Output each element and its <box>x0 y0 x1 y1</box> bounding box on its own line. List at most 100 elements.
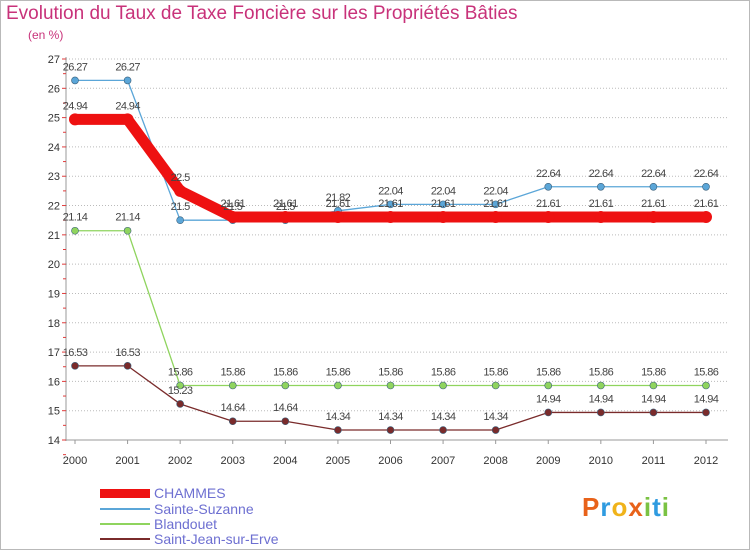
point-Saint-Jean-sur-Erve-2001 <box>123 362 132 370</box>
y-axis-ticks: 14 15 16 17 18 19 20 21 22 23 24 25 26 27 <box>48 54 66 456</box>
point-Sainte-Suzanne-2008 <box>491 200 500 209</box>
data-label-Sainte-Suzanne-2001: 26.27 <box>115 61 140 73</box>
y-tick-label-26: 26 <box>48 83 60 95</box>
legend-label-Saint-Jean-sur-Erve: Saint-Jean-sur-Erve <box>154 531 279 547</box>
data-label-Sainte-Suzanne-2004: 21.5 <box>276 201 295 213</box>
data-label-Saint-Jean-sur-Erve-2011: 14.94 <box>641 393 666 405</box>
data-label-Sainte-Suzanne-2002: 21.5 <box>171 201 190 213</box>
data-label-Saint-Jean-sur-Erve-2005: 14.34 <box>326 411 351 423</box>
data-label-Blandouet-2005: 15.86 <box>326 366 351 378</box>
legend-swatch-Blandouet <box>100 523 150 525</box>
logo-letter: i <box>661 492 670 522</box>
data-label-CHAMMES-2001: 24.94 <box>115 100 140 112</box>
legend-item-Blandouet: Blandouet <box>100 516 217 532</box>
point-Sainte-Suzanne-2012 <box>702 182 710 191</box>
point-Sainte-Suzanne-2002 <box>176 216 184 224</box>
data-label-Saint-Jean-sur-Erve-2000: 16.53 <box>63 347 88 359</box>
data-label-CHAMMES-2007: 21.61 <box>431 198 456 210</box>
data-label-Sainte-Suzanne-2006: 22.04 <box>378 185 403 197</box>
y-tick-label-27: 27 <box>48 54 60 66</box>
data-label-CHAMMES-2000: 24.94 <box>63 100 88 112</box>
legend-label-CHAMMES: CHAMMES <box>154 485 226 501</box>
point-Blandouet-2005 <box>334 381 342 390</box>
point-CHAMMES-2009 <box>542 210 555 223</box>
x-tick-label-2010: 2010 <box>589 455 613 467</box>
y-tick-label-15: 15 <box>48 406 60 418</box>
data-label-Blandouet-2010: 15.86 <box>589 366 614 378</box>
data-label-Saint-Jean-sur-Erve-2007: 14.34 <box>431 411 456 423</box>
point-Blandouet-2008 <box>491 381 500 390</box>
point-CHAMMES-2010 <box>594 210 607 223</box>
data-label-CHAMMES-2005: 21.61 <box>326 198 351 210</box>
x-tick-label-2005: 2005 <box>326 455 350 467</box>
data-label-CHAMMES-2010: 21.61 <box>589 198 614 210</box>
point-Blandouet-2002 <box>176 381 184 390</box>
data-label-Saint-Jean-sur-Erve-2012: 14.94 <box>694 393 719 405</box>
x-tick-label-2011: 2011 <box>642 455 666 467</box>
point-Saint-Jean-sur-Erve-2008 <box>491 426 500 434</box>
point-Blandouet-2004 <box>281 381 290 390</box>
point-Blandouet-2003 <box>228 381 237 390</box>
legend-swatch-Sainte-Suzanne <box>100 508 150 510</box>
data-label-Blandouet-2003: 15.86 <box>220 366 245 378</box>
x-tick-label-2009: 2009 <box>536 455 560 467</box>
point-CHAMMES-2000 <box>69 113 81 126</box>
data-label-Sainte-Suzanne-2012: 22.64 <box>694 168 719 180</box>
logo-letter: i <box>643 492 653 522</box>
legend-item-CHAMMES: CHAMMES <box>100 485 226 501</box>
point-Saint-Jean-sur-Erve-2004 <box>281 417 290 426</box>
legend-swatch-CHAMMES <box>100 488 150 498</box>
data-label-Blandouet-2008: 15.86 <box>483 366 508 378</box>
data-label-Blandouet-2000: 21.14 <box>63 212 88 224</box>
point-CHAMMES-2011 <box>647 210 660 223</box>
y-tick-label-16: 16 <box>48 376 60 388</box>
chart-title: Evolution du Taux de Taxe Foncière sur l… <box>6 3 518 24</box>
data-label-Sainte-Suzanne-2000: 26.27 <box>63 61 88 73</box>
data-label-Sainte-Suzanne-2005: 21.82 <box>326 192 351 204</box>
point-CHAMMES-2005 <box>331 210 344 223</box>
point-Saint-Jean-sur-Erve-2009 <box>544 408 553 417</box>
data-label-CHAMMES-2002: 22.5 <box>171 172 190 184</box>
x-axis-ticks: 2000 2001 2002 2003 2004 2005 2006 2007 2008 2009… <box>63 440 718 467</box>
logo-letter: r <box>600 492 612 522</box>
y-tick-label-24: 24 <box>48 142 60 154</box>
data-label-Sainte-Suzanne-2010: 22.64 <box>589 168 614 180</box>
point-Blandouet-2000 <box>71 226 79 235</box>
y-tick-label-18: 18 <box>48 318 60 330</box>
data-label-Saint-Jean-sur-Erve-2009: 14.94 <box>536 393 561 405</box>
data-label-Blandouet-2002: 15.86 <box>168 366 193 378</box>
data-label-Saint-Jean-sur-Erve-2003: 14.64 <box>220 402 245 414</box>
point-Saint-Jean-sur-Erve-2006 <box>386 426 395 434</box>
x-tick-label-2008: 2008 <box>483 455 507 467</box>
point-Saint-Jean-sur-Erve-2002 <box>176 400 184 408</box>
legend-item-Saint-Jean-sur-Erve: Saint-Jean-sur-Erve <box>100 531 279 547</box>
point-CHAMMES-2003 <box>226 210 239 223</box>
data-label-Saint-Jean-sur-Erve-2001: 16.53 <box>115 347 140 359</box>
data-label-Saint-Jean-sur-Erve-2008: 14.34 <box>483 411 508 423</box>
legend-item-Sainte-Suzanne: Sainte-Suzanne <box>100 501 254 517</box>
y-tick-label-17: 17 <box>48 347 60 359</box>
data-label-Blandouet-2007: 15.86 <box>431 366 456 378</box>
data-label-Blandouet-2012: 15.86 <box>694 366 719 378</box>
x-tick-label-2000: 2000 <box>63 455 87 467</box>
data-label-CHAMMES-2008: 21.61 <box>483 198 508 210</box>
point-Saint-Jean-sur-Erve-2010 <box>597 408 605 417</box>
point-Saint-Jean-sur-Erve-2005 <box>334 426 342 434</box>
data-label-Saint-Jean-sur-Erve-2006: 14.34 <box>378 411 403 423</box>
data-label-Sainte-Suzanne-2008: 22.04 <box>483 185 508 197</box>
point-CHAMMES-2004 <box>279 210 292 223</box>
point-CHAMMES-2012 <box>700 210 712 223</box>
point-Sainte-Suzanne-2010 <box>597 182 605 191</box>
point-Saint-Jean-sur-Erve-2012 <box>702 408 710 417</box>
y-tick-label-25: 25 <box>48 113 60 125</box>
data-label-Sainte-Suzanne-2007: 22.04 <box>431 185 456 197</box>
axes <box>65 57 728 441</box>
y-tick-label-23: 23 <box>48 171 60 183</box>
y-tick-label-20: 20 <box>48 259 60 271</box>
gridlines <box>66 58 728 412</box>
data-label-Blandouet-2001: 21.14 <box>115 212 140 224</box>
point-Sainte-Suzanne-2001 <box>123 76 132 85</box>
data-label-Saint-Jean-sur-Erve-2002: 15.23 <box>168 385 193 397</box>
